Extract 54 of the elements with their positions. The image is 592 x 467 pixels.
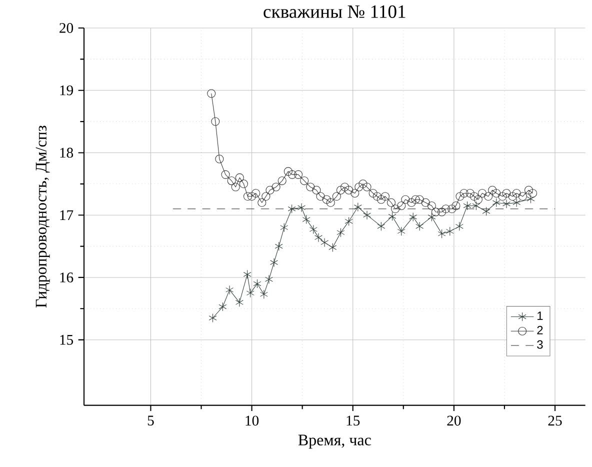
x-tick-label: 20 [447,416,461,426]
point [226,286,234,295]
x-tick-label: 5 [148,416,154,426]
x-tick-label: 10 [246,416,259,426]
point [288,204,296,214]
point [502,200,510,209]
legend-label: 3 [537,340,543,349]
legend-label: 1 [538,312,543,320]
y-tick-label: 16 [60,272,74,283]
y-tick-label: 17 [60,210,74,220]
point [409,212,418,222]
point [274,242,283,251]
point [397,226,406,236]
point [438,229,446,239]
chart-title: скважины № 1101 [264,6,406,18]
point [388,212,396,222]
point [482,206,490,216]
point [472,201,480,210]
point [416,222,424,232]
point [235,298,244,308]
point [354,202,362,212]
y-tick-label: 15 [60,335,74,345]
point [253,279,262,288]
point [492,198,500,208]
point [260,290,268,300]
point [320,238,329,248]
point [463,201,472,210]
point [265,274,273,284]
point [526,194,535,204]
point [428,212,436,222]
point [363,210,371,220]
point [270,258,278,268]
x-tick-label: 15 [346,416,360,426]
point [455,222,464,232]
point [336,228,345,238]
x-tick-label: 25 [548,416,562,426]
point [298,203,306,212]
point [302,215,310,224]
point [218,302,227,312]
x-axis-title: Время, час [298,434,371,449]
y-axis-title: Гидропроводность, Дм/спз [36,126,50,308]
y-tick-label: 18 [60,148,74,158]
y-tick-label: 20 [60,23,74,34]
point [377,222,386,232]
y-tick-label: 19 [60,86,73,96]
point [328,243,337,252]
point [512,198,521,208]
point [446,226,454,236]
point [208,314,217,323]
point [246,288,254,298]
point [344,216,353,226]
point [280,223,288,232]
legend-label: 2 [537,326,543,334]
point [243,270,252,280]
